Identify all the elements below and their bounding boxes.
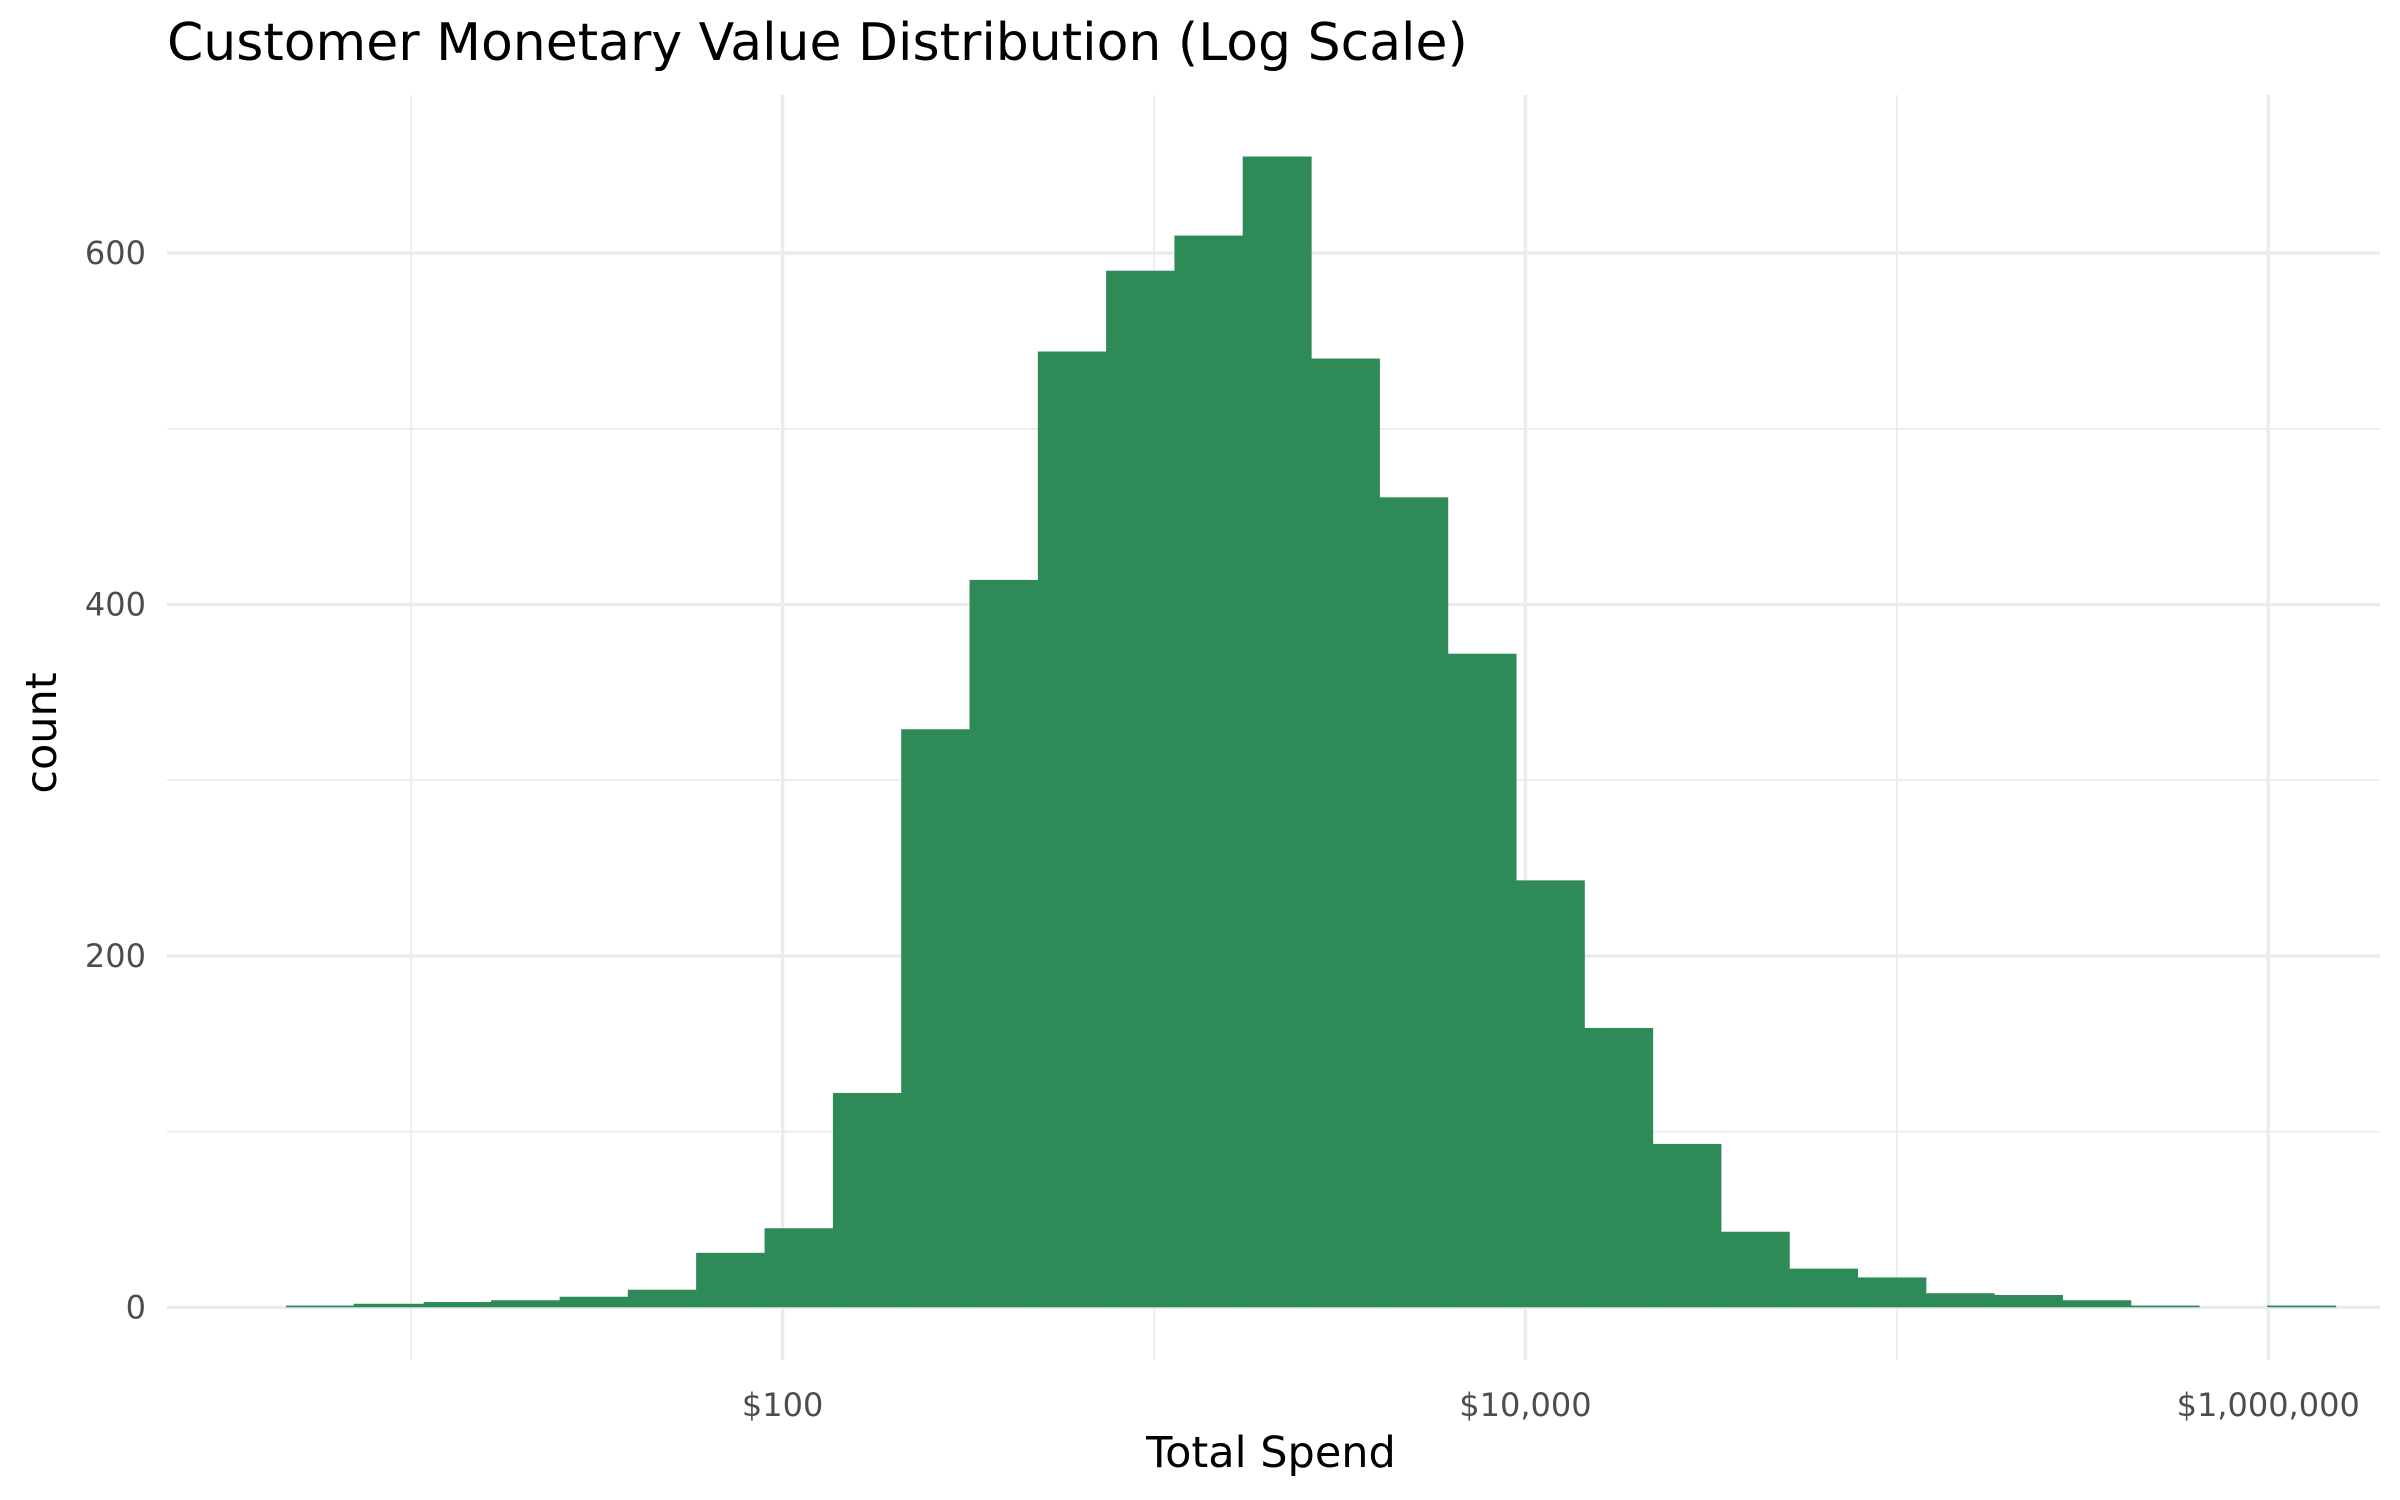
histogram-bar — [491, 1300, 561, 1308]
histogram-bar — [285, 1305, 355, 1308]
histogram-bar — [2130, 1305, 2200, 1308]
x-axis-tick-labels: $100 $10,000 $1,000,000 — [742, 1386, 2360, 1424]
y-tick-label: 200 — [85, 937, 146, 975]
y-axis-tick-labels: 0 200 400 600 — [85, 234, 146, 1326]
histogram-bar — [2062, 1300, 2132, 1308]
x-tick-label: $100 — [742, 1386, 823, 1424]
histogram-bar — [1652, 1143, 1722, 1308]
histogram-bar — [1174, 235, 1244, 1308]
histogram-bar — [1311, 358, 1380, 1308]
histogram-bar — [764, 1228, 834, 1308]
x-tick-label: $1,000,000 — [2177, 1386, 2360, 1424]
y-tick-label: 400 — [85, 586, 146, 624]
histogram-bar — [1857, 1277, 1927, 1308]
histogram-bar — [423, 1302, 492, 1308]
chart-title: Customer Monetary Value Distribution (Lo… — [167, 13, 1468, 73]
histogram-bar — [1515, 880, 1585, 1308]
histogram-bar — [696, 1252, 766, 1308]
histogram-bar — [1789, 1268, 1859, 1308]
histogram-bar — [1242, 156, 1312, 1308]
histogram-bar — [1720, 1231, 1790, 1308]
histogram-bar — [1994, 1294, 2063, 1308]
histogram-bar — [2267, 1305, 2337, 1308]
histogram-bar — [353, 1303, 425, 1308]
histogram-bar — [559, 1296, 629, 1308]
histogram-bar — [832, 1092, 902, 1308]
histogram-bar — [1447, 653, 1517, 1308]
histogram-bar — [1037, 351, 1107, 1308]
x-tick-label: $10,000 — [1459, 1386, 1591, 1424]
y-tick-label: 0 — [126, 1288, 146, 1326]
histogram-bar — [627, 1289, 697, 1308]
y-tick-label: 600 — [85, 234, 146, 272]
x-axis-title: Total Spend — [1145, 1428, 1396, 1478]
histogram-bar — [1925, 1293, 1995, 1308]
histogram-bar — [1379, 497, 1449, 1308]
histogram-bar — [1106, 270, 1176, 1308]
histogram-bar — [1584, 1027, 1654, 1308]
histogram-bar — [969, 579, 1039, 1308]
histogram-bar — [901, 729, 971, 1308]
y-axis-title: count — [17, 672, 67, 793]
histogram-bars — [285, 156, 2337, 1308]
